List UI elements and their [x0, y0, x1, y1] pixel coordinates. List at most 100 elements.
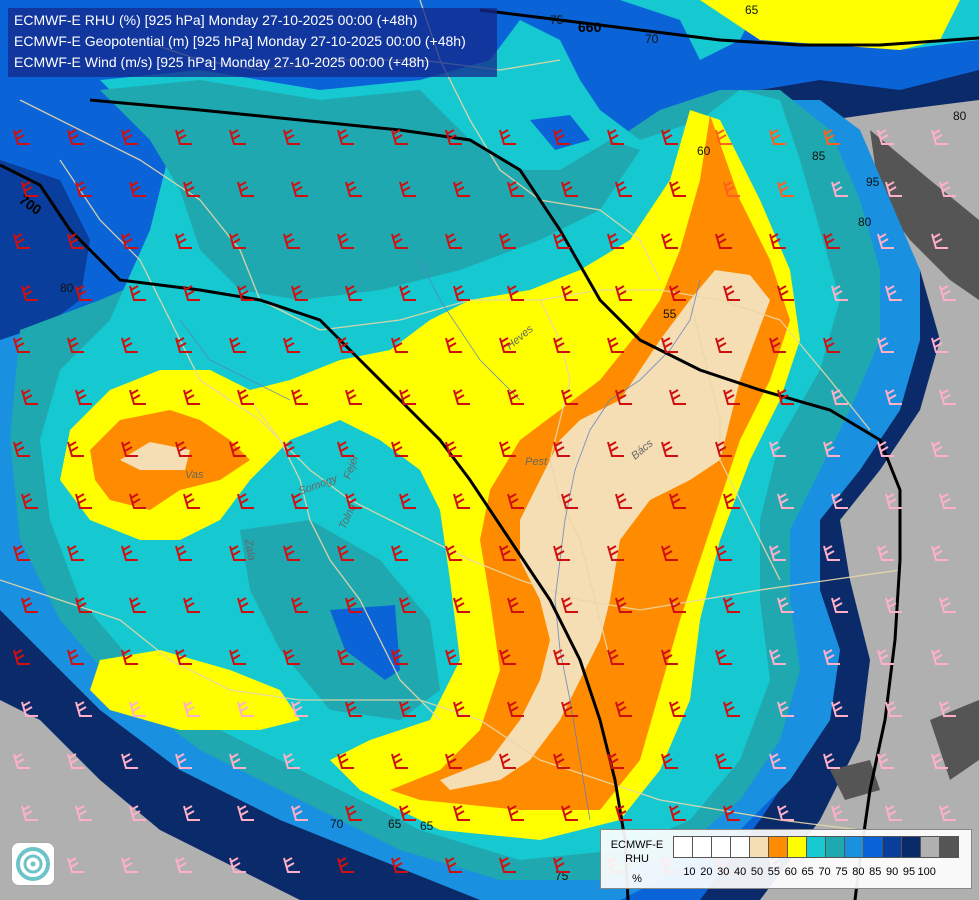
wind-barb-icon: [931, 753, 948, 769]
wind-barb-icon: [283, 233, 300, 249]
header-geopotential-title: ECMWF-E Geopotential (m) [925 hPa] Monda…: [14, 33, 466, 49]
wind-barb-icon: [823, 649, 840, 665]
legend-unit: %: [632, 873, 642, 885]
wind-barb-icon: [507, 701, 524, 717]
wind-barb-icon: [345, 389, 362, 405]
header-rhu-title: ECMWF-E RHU (%) [925 hPa] Monday 27-10-2…: [14, 12, 418, 28]
wind-barb-icon: [21, 181, 38, 197]
wind-barb-icon: [823, 337, 840, 353]
wind-barb-icon: [661, 545, 678, 561]
wind-barb-icon: [291, 181, 308, 197]
wind-barb-icon: [823, 545, 840, 561]
wind-barb-icon: [129, 701, 146, 717]
legend-tick: 90: [886, 866, 899, 878]
wind-barb-icon: [669, 493, 686, 509]
wind-barb-icon: [877, 545, 894, 561]
wind-barb-icon: [723, 285, 740, 301]
wind-barb-icon: [75, 181, 92, 197]
wind-barb-icon: [391, 753, 408, 769]
wind-barb-icon: [877, 753, 894, 769]
wind-barb-icon: [607, 753, 624, 769]
wind-barb-icon: [67, 233, 84, 249]
wind-barb-icon: [291, 701, 308, 717]
wind-barb-icon: [499, 753, 516, 769]
wind-barb-icon: [615, 493, 632, 509]
rhu-zone-95-e: [760, 100, 979, 900]
contour-label-660: 660: [578, 19, 602, 35]
rhu-zone-100-se: [830, 760, 880, 800]
wind-barb-icon: [831, 389, 848, 405]
wind-barb-icon: [561, 597, 578, 613]
wind-barb-icon: [507, 389, 524, 405]
wind-barb-icon: [445, 337, 462, 353]
wind-barb-icon: [13, 649, 30, 665]
wind-barb-icon: [13, 129, 30, 145]
wind-barb-icon: [831, 493, 848, 509]
wind-barb-icon: [337, 857, 354, 873]
wind-barb-icon: [885, 493, 902, 509]
rhu-label: 55: [663, 307, 677, 321]
rhu-label: 80: [60, 281, 74, 295]
rhu-zone-100-e: [930, 700, 979, 780]
wind-barb-icon: [229, 545, 246, 561]
legend-tick: 85: [869, 866, 882, 878]
wind-barb-icon: [345, 597, 362, 613]
wind-barb-icon: [823, 233, 840, 249]
wind-barb-icon: [75, 597, 92, 613]
legend-tick: 55: [767, 866, 781, 878]
rhu-zone-55-w: [120, 442, 190, 470]
wind-barb-icon: [939, 701, 956, 717]
wind-barb-icon: [607, 129, 624, 145]
wind-barb-icon: [229, 441, 246, 457]
wind-barb-icon: [237, 805, 254, 821]
wind-barb-icon: [561, 701, 578, 717]
wind-barb-icon: [823, 441, 840, 457]
wind-barb-icon: [669, 285, 686, 301]
legend-swatch: [901, 836, 921, 858]
wind-barb-icon: [939, 389, 956, 405]
wind-barb-icon: [607, 233, 624, 249]
legend-swatch: [749, 836, 769, 858]
wind-barb-icon: [291, 805, 308, 821]
legend-tick: 100: [917, 866, 936, 878]
wind-barb-icon: [453, 285, 470, 301]
wind-barb-icon: [885, 389, 902, 405]
legend-tick: 50: [750, 866, 764, 878]
rhu-label: 80: [953, 109, 967, 123]
wind-barb-icon: [561, 285, 578, 301]
wind-barb-icon: [391, 233, 408, 249]
wind-barb-icon: [121, 441, 138, 457]
legend-tick: 65: [801, 866, 814, 878]
header-wind-title: ECMWF-E Wind (m/s) [925 hPa] Monday 27-1…: [14, 54, 430, 70]
legend-swatch: [882, 836, 902, 858]
wind-barb-icon: [499, 337, 516, 353]
wind-barb-icon: [237, 493, 254, 509]
wind-barb-icon: [877, 233, 894, 249]
wind-barb-icon: [661, 129, 678, 145]
wind-barb-icon: [345, 805, 362, 821]
wind-barb-icon: [345, 493, 362, 509]
wind-barb-icon: [939, 805, 956, 821]
wind-barb-icon: [615, 701, 632, 717]
legend-tick: 10: [683, 866, 696, 878]
wind-barb-icon: [885, 805, 902, 821]
wind-barb-icon: [499, 129, 516, 145]
wind-barb-icon: [391, 545, 408, 561]
wind-barb-icon: [283, 857, 300, 873]
wind-barb-icon: [183, 597, 200, 613]
wind-barb-icon: [13, 233, 30, 249]
rhu-label: 80: [858, 215, 872, 229]
wind-barb-icon: [777, 181, 794, 197]
wind-barb-icon: [229, 233, 246, 249]
legend-tick: 95: [902, 866, 916, 878]
wind-barb-icon: [129, 285, 146, 301]
wind-barb-icon: [777, 389, 794, 405]
wind-barb-icon: [391, 441, 408, 457]
place-label-zala: Zala: [242, 537, 258, 561]
legend-tick: 80: [852, 866, 865, 878]
wind-barb-icon: [391, 337, 408, 353]
wind-barb-icon: [21, 701, 38, 717]
wind-barb-icon: [229, 753, 246, 769]
wind-barb-icon: [499, 545, 516, 561]
rhu-label: 70: [330, 817, 344, 831]
